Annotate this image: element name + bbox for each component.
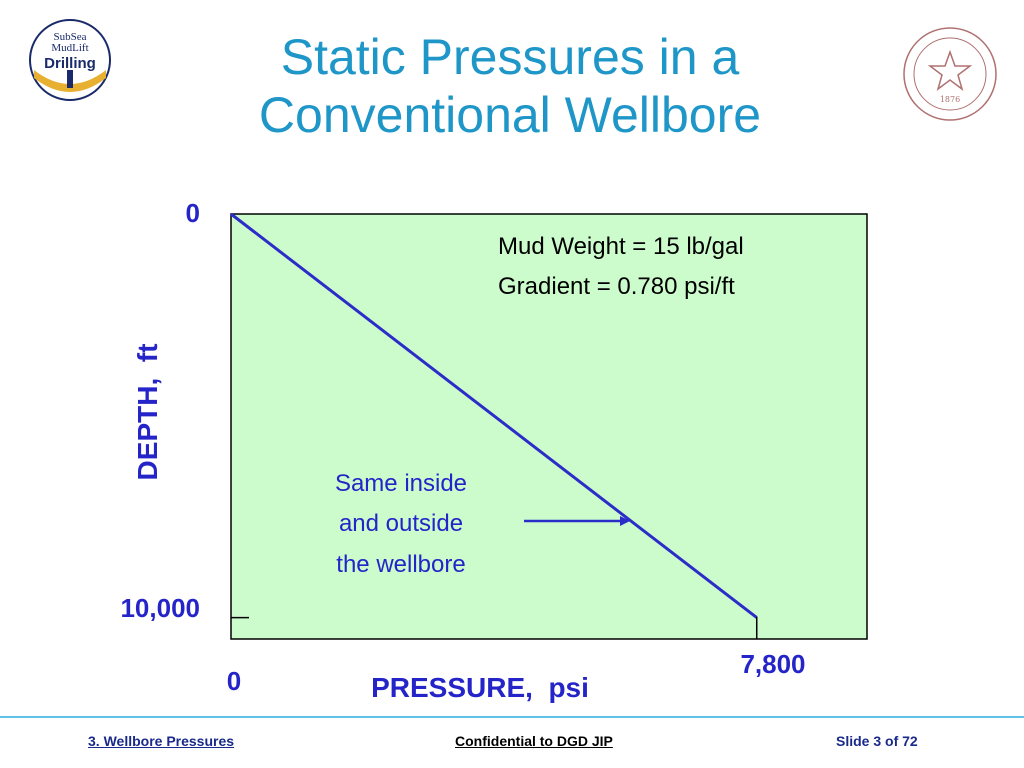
- x-axis-title: PRESSURE, psi: [371, 672, 589, 703]
- pressure-gradient-line: [230, 212, 758, 619]
- x-tick-label-7800: 7,800: [740, 649, 805, 679]
- note-line-3: the wellbore: [336, 551, 465, 578]
- gradient-annotation: Gradient = 0.780 psi/ft: [498, 273, 735, 300]
- footer-slide-number: Slide 3 of 72: [836, 733, 918, 749]
- title-line-1: Static Pressures in a: [280, 29, 740, 85]
- logo-text-2: MudLift: [51, 42, 88, 54]
- y-tick-label-0: 0: [186, 198, 200, 228]
- footer-confidential: Confidential to DGD JIP: [455, 733, 613, 749]
- subsea-mudlift-drilling-logo: SubSea MudLift Drilling: [29, 19, 111, 101]
- texas-am-university-seal: 1876: [903, 27, 997, 121]
- footer-section-label: 3. Wellbore Pressures: [88, 733, 235, 749]
- plot-area: [230, 213, 868, 640]
- slide-title: Static Pressures in a Conventional Wellb…: [160, 28, 860, 144]
- note-line-1: Same inside: [335, 470, 467, 497]
- footer-divider: [0, 716, 1024, 718]
- note-line-2: and outside: [339, 510, 463, 537]
- y-axis-title: DEPTH, ft: [132, 344, 163, 481]
- title-line-2: Conventional Wellbore: [258, 87, 762, 143]
- note-arrow: [524, 516, 630, 526]
- x-tick-label-0: 0: [227, 666, 241, 696]
- y-tick-label-10000: 10,000: [120, 593, 200, 623]
- mud-weight-annotation: Mud Weight = 15 lb/gal: [498, 233, 744, 260]
- logo-text-3: Drilling: [44, 55, 96, 72]
- logo-text-1: SubSea: [54, 31, 87, 43]
- seal-year: 1876: [940, 95, 960, 104]
